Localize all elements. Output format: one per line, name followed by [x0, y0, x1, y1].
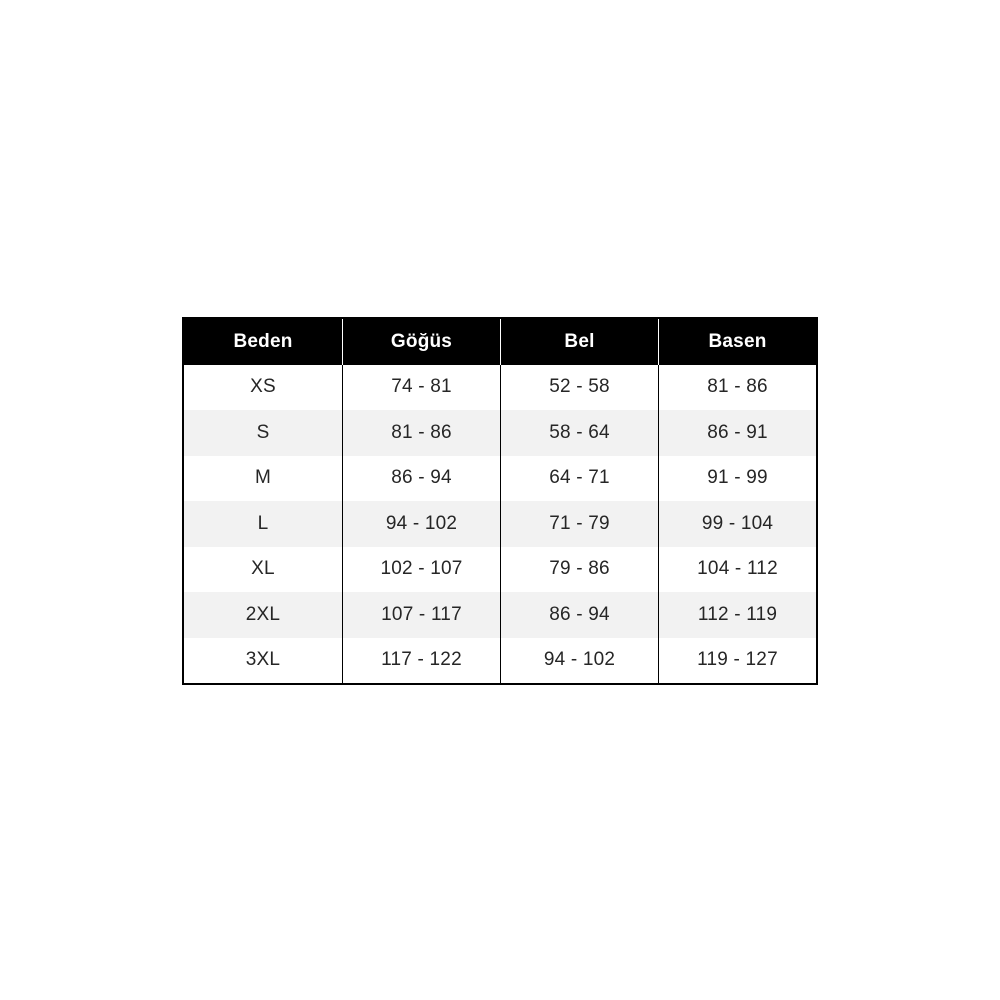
hips-cell: 119 - 127 [658, 637, 816, 683]
size-cell: S [256, 421, 270, 443]
size-cell: M [254, 467, 272, 489]
waist-cell: 64 - 71 [500, 455, 658, 501]
size-chart-table: Beden Göğüs Bel Basen XS 74 - 81 52 - 58… [182, 317, 818, 685]
chest-cell: 117 - 122 [342, 637, 500, 683]
waist-cell: 52 - 58 [500, 364, 658, 410]
hips-cell: 91 - 99 [658, 455, 816, 501]
size-cell: L [257, 512, 269, 534]
table-row-l: L 94 - 102 71 - 79 99 - 104 [184, 501, 816, 547]
table-header-row: Beden Göğüs Bel Basen [184, 319, 816, 365]
chest-cell: 102 - 107 [342, 546, 500, 592]
chest-cell: 107 - 117 [342, 592, 500, 638]
table-row-s: S 81 - 86 58 - 64 86 - 91 [184, 410, 816, 456]
size-cell: XL [251, 558, 275, 580]
waist-cell: 79 - 86 [500, 546, 658, 592]
waist-cell: 86 - 94 [500, 592, 658, 638]
hips-cell: 104 - 112 [658, 546, 816, 592]
table-row-xs: XS 74 - 81 52 - 58 81 - 86 [184, 364, 816, 410]
chest-cell: 94 - 102 [342, 501, 500, 547]
waist-cell: 71 - 79 [500, 501, 658, 547]
chest-cell: 74 - 81 [342, 364, 500, 410]
header-hips: Basen [658, 319, 816, 365]
header-size: Beden [233, 330, 293, 352]
hips-cell: 81 - 86 [658, 364, 816, 410]
hips-cell: 86 - 91 [658, 410, 816, 456]
size-cell: 2XL [245, 603, 281, 625]
chest-cell: 86 - 94 [342, 455, 500, 501]
size-cell: 3XL [245, 649, 281, 671]
table-row-m: M 86 - 94 64 - 71 91 - 99 [184, 455, 816, 501]
table-row-3xl: 3XL 117 - 122 94 - 102 119 - 127 [184, 637, 816, 683]
header-waist: Bel [500, 319, 658, 365]
hips-cell: 112 - 119 [658, 592, 816, 638]
chest-cell: 81 - 86 [342, 410, 500, 456]
size-cell: XS [250, 376, 276, 398]
waist-cell: 94 - 102 [500, 637, 658, 683]
table-row-2xl: 2XL 107 - 117 86 - 94 112 - 119 [184, 592, 816, 638]
waist-cell: 58 - 64 [500, 410, 658, 456]
header-chest: Göğüs [342, 319, 500, 365]
table-row-xl: XL 102 - 107 79 - 86 104 - 112 [184, 546, 816, 592]
hips-cell: 99 - 104 [658, 501, 816, 547]
